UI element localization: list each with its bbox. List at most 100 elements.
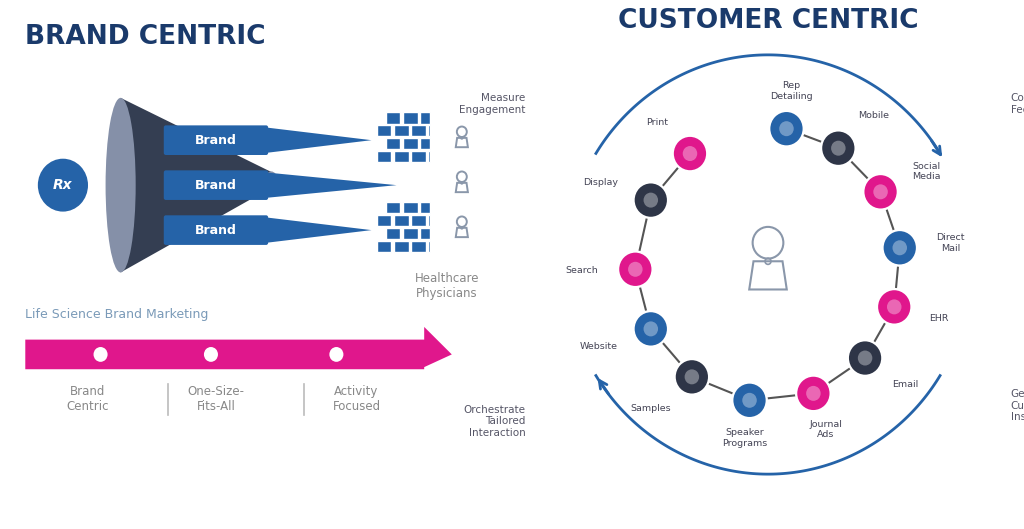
Circle shape: [882, 229, 919, 267]
Circle shape: [770, 112, 803, 145]
Text: Direct
Mail: Direct Mail: [937, 233, 965, 253]
Bar: [428, 151, 430, 162]
Text: CUSTOMER CENTRIC: CUSTOMER CENTRIC: [617, 8, 919, 34]
Circle shape: [893, 240, 907, 256]
Bar: [402, 202, 418, 213]
Bar: [394, 125, 409, 136]
FancyBboxPatch shape: [164, 125, 268, 155]
Circle shape: [873, 184, 888, 199]
Circle shape: [683, 146, 697, 161]
Circle shape: [733, 384, 766, 417]
Circle shape: [204, 347, 218, 362]
Circle shape: [643, 322, 658, 336]
Text: Social
Media: Social Media: [912, 162, 940, 181]
Bar: [420, 138, 430, 149]
Text: Mobile: Mobile: [858, 111, 889, 120]
Circle shape: [635, 184, 667, 217]
Text: Generate
Customer
Insight: Generate Customer Insight: [1011, 389, 1024, 422]
Circle shape: [672, 134, 709, 172]
Bar: [402, 227, 418, 239]
Text: Journal
Ads: Journal Ads: [810, 419, 843, 439]
Ellipse shape: [105, 98, 135, 272]
Bar: [394, 241, 409, 252]
Bar: [428, 125, 430, 136]
FancyBboxPatch shape: [164, 170, 268, 200]
Bar: [412, 241, 426, 252]
Circle shape: [768, 110, 805, 148]
Text: Collect
Feedback: Collect Feedback: [1011, 93, 1024, 115]
Bar: [412, 125, 426, 136]
Circle shape: [806, 386, 820, 401]
Text: Brand: Brand: [195, 179, 237, 191]
Bar: [386, 138, 400, 149]
Bar: [394, 151, 409, 162]
Circle shape: [643, 193, 658, 207]
Text: Speaker
Programs: Speaker Programs: [722, 428, 767, 448]
Text: Activity
Focused: Activity Focused: [333, 386, 381, 413]
Text: Orchestrate
Tailored
Interaction: Orchestrate Tailored Interaction: [463, 405, 525, 438]
Circle shape: [93, 347, 108, 362]
Text: Brand: Brand: [195, 134, 237, 147]
Circle shape: [628, 262, 643, 277]
Polygon shape: [266, 127, 372, 153]
Bar: [377, 215, 391, 226]
Text: Brand: Brand: [195, 224, 237, 236]
Circle shape: [884, 231, 915, 264]
Text: EHR: EHR: [930, 314, 949, 323]
Bar: [412, 215, 426, 226]
Circle shape: [731, 381, 768, 419]
Text: Email: Email: [892, 380, 919, 389]
Circle shape: [620, 253, 651, 286]
Bar: [386, 112, 400, 123]
Circle shape: [847, 339, 884, 377]
Polygon shape: [266, 217, 372, 243]
Bar: [420, 202, 430, 213]
Polygon shape: [266, 172, 396, 198]
Bar: [394, 215, 409, 226]
Circle shape: [795, 375, 831, 413]
Circle shape: [864, 175, 897, 208]
Bar: [386, 227, 400, 239]
Circle shape: [798, 377, 829, 410]
Circle shape: [633, 181, 670, 219]
Bar: [377, 125, 391, 136]
Circle shape: [849, 341, 882, 375]
Bar: [428, 215, 430, 226]
Text: Measure
Engagement: Measure Engagement: [459, 93, 525, 115]
Text: Rx: Rx: [53, 178, 73, 192]
Circle shape: [779, 121, 794, 136]
Bar: [402, 138, 418, 149]
Ellipse shape: [265, 171, 278, 188]
Circle shape: [831, 141, 846, 156]
Bar: [402, 112, 418, 123]
Bar: [428, 241, 430, 252]
Circle shape: [822, 132, 854, 165]
Circle shape: [858, 351, 872, 366]
Circle shape: [879, 290, 910, 324]
Bar: [377, 151, 391, 162]
Bar: [377, 241, 391, 252]
Text: Website: Website: [581, 342, 618, 351]
Bar: [412, 151, 426, 162]
Circle shape: [887, 299, 901, 314]
Circle shape: [676, 360, 708, 394]
Text: Rep
Detailing: Rep Detailing: [770, 81, 813, 101]
Text: Display: Display: [583, 178, 618, 187]
Polygon shape: [121, 98, 271, 272]
Text: Brand
Centric: Brand Centric: [67, 386, 110, 413]
Text: Print: Print: [646, 118, 669, 127]
Circle shape: [633, 310, 670, 348]
Text: Samples: Samples: [630, 404, 671, 413]
Circle shape: [330, 347, 343, 362]
Circle shape: [674, 137, 707, 170]
Circle shape: [862, 173, 899, 211]
Bar: [386, 202, 400, 213]
Bar: [420, 227, 430, 239]
Text: Healthcare
Physicians: Healthcare Physicians: [415, 272, 479, 300]
Text: Life Science Brand Marketing: Life Science Brand Marketing: [26, 308, 209, 321]
Circle shape: [820, 129, 857, 167]
Circle shape: [616, 250, 653, 288]
Circle shape: [685, 369, 699, 385]
Circle shape: [876, 288, 912, 326]
FancyBboxPatch shape: [164, 215, 268, 245]
